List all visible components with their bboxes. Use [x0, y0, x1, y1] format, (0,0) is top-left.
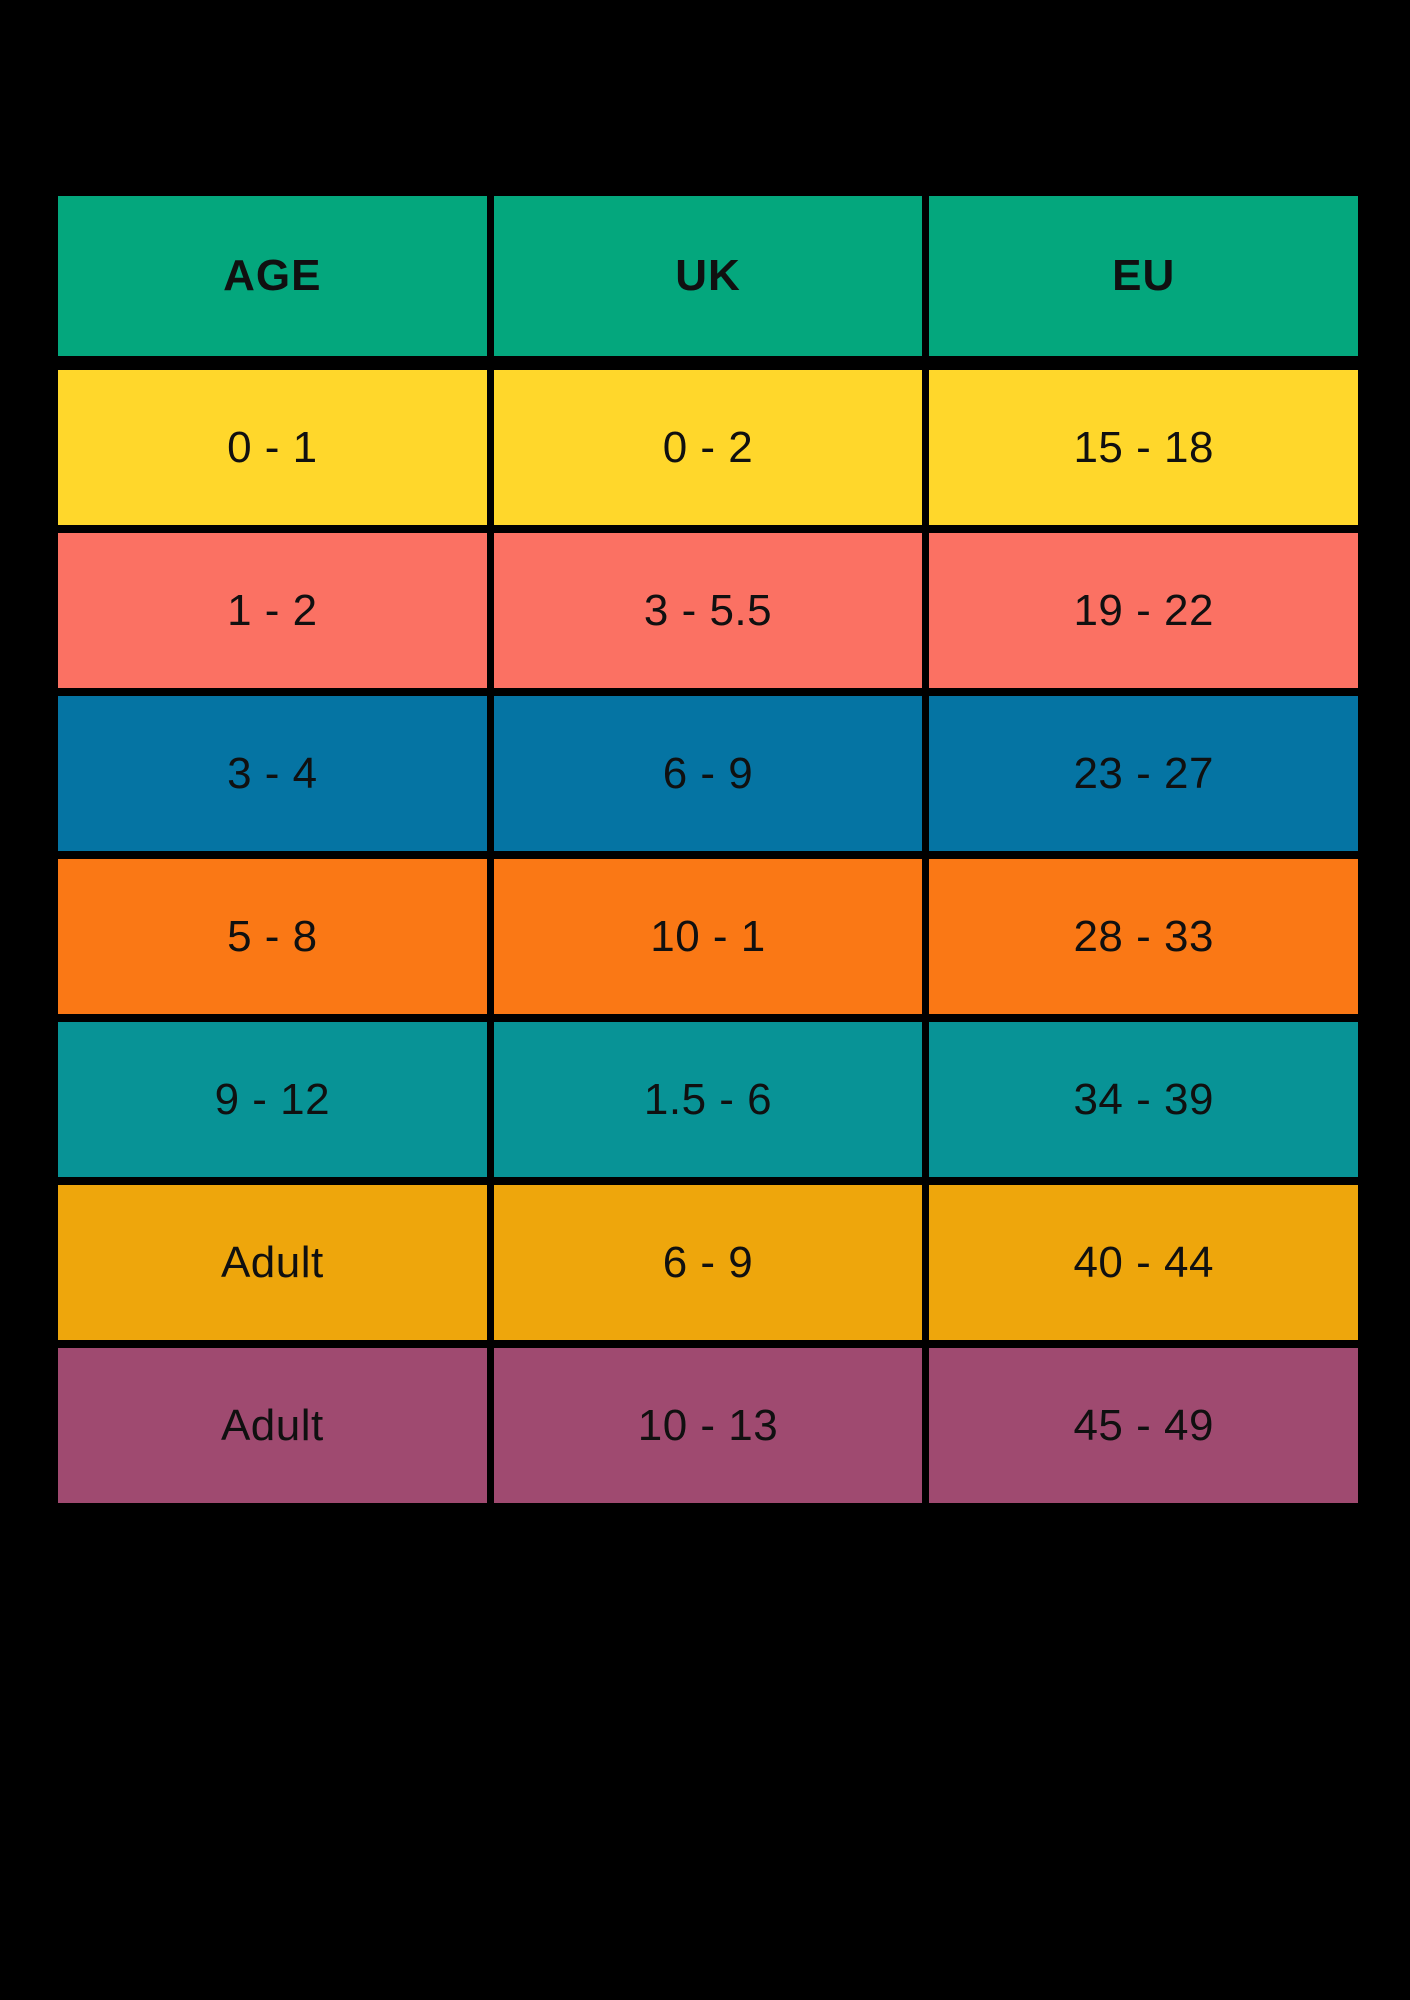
- table-cell-uk: 0 - 2: [493, 370, 923, 525]
- table-cell-uk: 6 - 9: [493, 696, 923, 851]
- table-cell-eu: 28 - 33: [929, 859, 1359, 1014]
- table-header-row: AGE UK EU: [58, 196, 1359, 356]
- table-cell-eu: 34 - 39: [929, 1022, 1359, 1177]
- table-cell-eu: 45 - 49: [929, 1348, 1359, 1503]
- size-conversion-table: AGE UK EU 0 - 1 0 - 2 15 - 18 1 - 2 3 - …: [58, 196, 1359, 1511]
- table-row: 0 - 1 0 - 2 15 - 18: [58, 370, 1359, 525]
- table-row: Adult 6 - 9 40 - 44: [58, 1185, 1359, 1340]
- table-cell-eu: 15 - 18: [929, 370, 1359, 525]
- table-cell-uk: 10 - 1: [493, 859, 923, 1014]
- table-cell-age: 5 - 8: [58, 859, 487, 1014]
- table-cell-uk: 1.5 - 6: [493, 1022, 923, 1177]
- table-cell-uk: 3 - 5.5: [493, 533, 923, 688]
- table-row: Adult 10 - 13 45 - 49: [58, 1348, 1359, 1503]
- table-cell-eu: 19 - 22: [929, 533, 1359, 688]
- table-cell-uk: 6 - 9: [493, 1185, 923, 1340]
- table-cell-eu: 23 - 27: [929, 696, 1359, 851]
- table-row: 3 - 4 6 - 9 23 - 27: [58, 696, 1359, 851]
- table-cell-eu: 40 - 44: [929, 1185, 1359, 1340]
- table-cell-age: 1 - 2: [58, 533, 487, 688]
- table-cell-age: Adult: [58, 1348, 487, 1503]
- table-cell-age: 0 - 1: [58, 370, 487, 525]
- table-row: 9 - 12 1.5 - 6 34 - 39: [58, 1022, 1359, 1177]
- table-cell-uk: 10 - 13: [493, 1348, 923, 1503]
- column-header-age: AGE: [58, 196, 487, 356]
- table-cell-age: 9 - 12: [58, 1022, 487, 1177]
- column-header-uk: UK: [493, 196, 923, 356]
- table-row: 5 - 8 10 - 1 28 - 33: [58, 859, 1359, 1014]
- table-cell-age: 3 - 4: [58, 696, 487, 851]
- table-row: 1 - 2 3 - 5.5 19 - 22: [58, 533, 1359, 688]
- column-header-eu: EU: [929, 196, 1359, 356]
- table-cell-age: Adult: [58, 1185, 487, 1340]
